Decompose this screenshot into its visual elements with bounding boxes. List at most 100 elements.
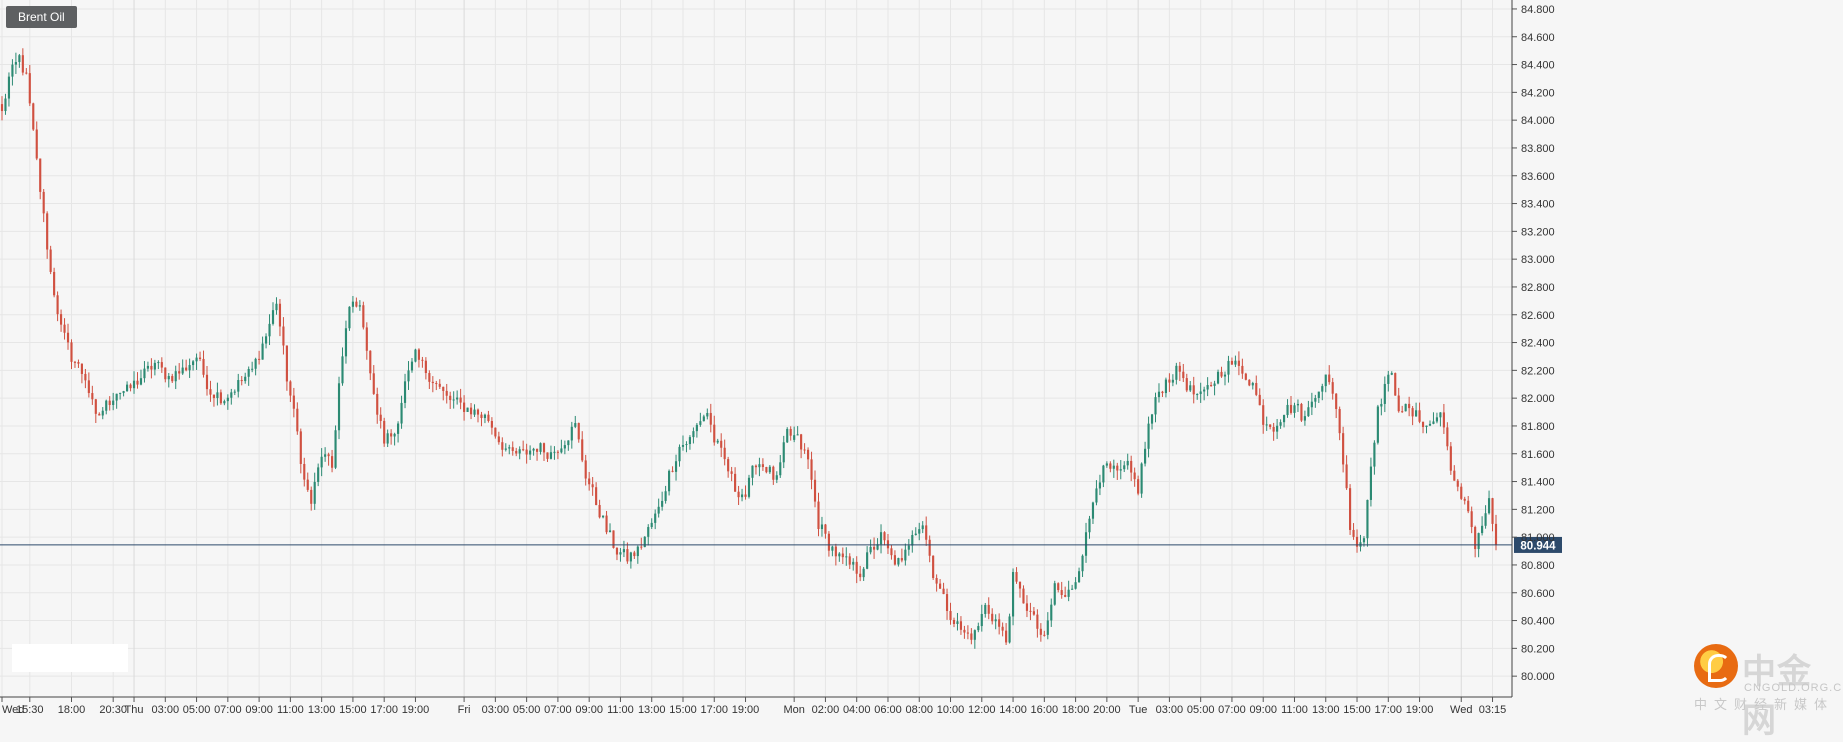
candle-body: [192, 361, 195, 366]
candle-body: [473, 409, 476, 415]
candle-body: [171, 376, 174, 382]
current-price-label: 80.944: [1520, 540, 1556, 552]
candle-body: [695, 424, 698, 432]
candle-body: [775, 475, 778, 480]
candle-body: [18, 55, 21, 63]
candle-body: [497, 436, 500, 443]
candle-body: [1244, 373, 1247, 380]
candle-body: [240, 380, 243, 382]
candle-body: [1039, 628, 1042, 635]
candle-body: [1161, 391, 1164, 394]
candle-body: [1279, 422, 1282, 426]
candle-body: [838, 553, 841, 557]
x-tick-label: 11:00: [277, 704, 304, 713]
x-tick-label: 05:00: [183, 704, 211, 713]
y-tick-label: 84.600: [1521, 32, 1555, 44]
candle-body: [438, 383, 441, 387]
candle-body: [893, 555, 897, 565]
candle-body: [1157, 391, 1161, 398]
candle-body: [80, 363, 83, 374]
candle-body: [570, 426, 573, 441]
candle-body: [1380, 403, 1383, 407]
candle-body: [198, 357, 202, 359]
candle-body: [636, 546, 639, 557]
candle-body: [223, 401, 226, 404]
x-tick-label: 15:00: [339, 704, 367, 713]
candle-body: [369, 350, 372, 374]
candle-body: [476, 409, 480, 415]
candle-body: [139, 378, 143, 385]
candle-body: [410, 361, 414, 371]
y-tick-label: 83.600: [1521, 171, 1555, 183]
candle-body: [605, 515, 608, 533]
candle-body: [535, 448, 539, 452]
candle-body: [105, 400, 108, 411]
x-tick-label: 03:00: [152, 704, 180, 713]
candle-body: [25, 72, 28, 74]
candle-body: [449, 395, 452, 401]
y-tick-label: 83.400: [1521, 199, 1555, 211]
y-tick-label: 84.400: [1521, 60, 1555, 72]
candle-body: [758, 464, 761, 468]
candle-body: [1477, 533, 1480, 550]
candle-body: [1230, 360, 1234, 365]
candle-body: [261, 343, 264, 360]
candle-body: [1265, 424, 1268, 426]
candle-body: [1109, 463, 1112, 469]
price-chart[interactable]: 80.944 80.000 80.200 80.400 80.600 80.800 81.…: [0, 0, 1843, 713]
candle-body: [1011, 572, 1015, 617]
x-tick-label: 03:15: [1479, 704, 1507, 713]
candle-body: [1223, 374, 1227, 377]
candle-body: [1460, 486, 1463, 499]
candle-body: [1182, 371, 1185, 379]
candle-body: [876, 544, 879, 550]
candles: [0, 48, 1498, 649]
candle-body: [584, 460, 587, 479]
candle-body: [1487, 498, 1491, 514]
candle-body: [1137, 479, 1140, 494]
candle-body: [4, 98, 7, 112]
candle-body: [463, 402, 466, 412]
candle-body: [563, 445, 566, 449]
candle-body: [271, 310, 275, 324]
candle-body: [108, 400, 111, 406]
candle-body: [390, 433, 393, 437]
candle-body: [761, 464, 764, 468]
x-tick-label: 02:00: [812, 704, 840, 713]
chart-title-badge: Brent Oil: [6, 6, 77, 28]
candle-body: [63, 324, 66, 333]
candle-body: [330, 456, 334, 468]
blank-panel: [12, 644, 128, 672]
candle-body: [247, 368, 250, 377]
candle-body: [1095, 488, 1098, 503]
candle-body: [674, 461, 678, 472]
candle-body: [445, 390, 448, 396]
x-tick-label: 15:30: [16, 704, 44, 713]
candle-body: [984, 604, 987, 614]
candle-body: [619, 552, 622, 555]
candle-body: [320, 456, 323, 468]
candle-body: [1418, 410, 1421, 422]
candle-body: [181, 367, 184, 374]
y-tick-label: 81.400: [1521, 477, 1555, 489]
candle-body: [1178, 365, 1181, 372]
y-tick-label: 82.400: [1521, 338, 1555, 350]
y-tick-label: 84.200: [1521, 87, 1555, 99]
y-tick-label: 80.400: [1521, 616, 1555, 628]
x-tick-label: 20:30: [99, 704, 127, 713]
candle-body: [612, 530, 615, 548]
candle-body: [897, 558, 900, 565]
candle-body: [1328, 374, 1331, 383]
candle-body: [657, 506, 660, 514]
candle-body: [1164, 379, 1168, 394]
candle-body: [431, 381, 434, 384]
candle-body: [1310, 401, 1313, 408]
candle-body: [796, 434, 799, 436]
candle-body: [716, 440, 719, 443]
x-tick-label: 05:00: [1187, 704, 1215, 713]
candle-body: [174, 371, 177, 382]
candle-body: [442, 386, 445, 391]
candle-body: [956, 621, 959, 624]
candle-body: [820, 524, 824, 530]
candle-body: [42, 191, 45, 214]
